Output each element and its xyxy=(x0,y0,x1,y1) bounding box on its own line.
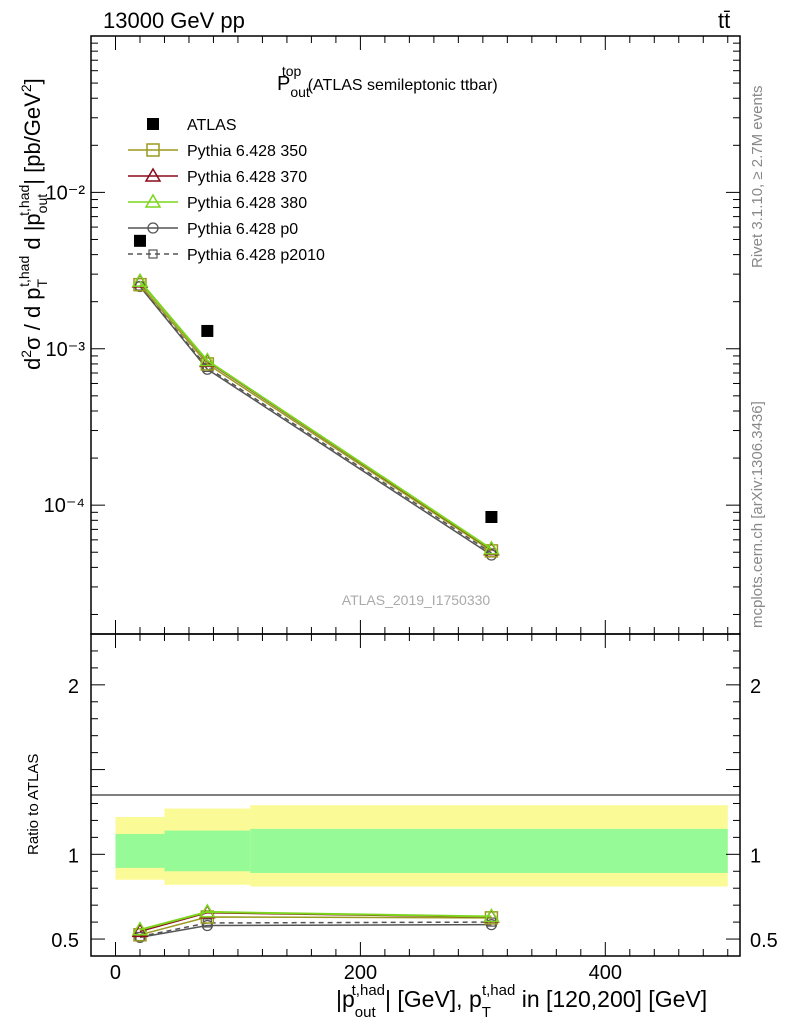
rivet-label: Rivet 3.1.10, ≥ 2.7M events xyxy=(749,86,766,269)
main-point-p380 xyxy=(131,272,149,288)
svg-text:d2σ / d pTt,had d |poutt,had|: d2σ / d pTt,had d |poutt,had| [pb/GeV2] xyxy=(16,78,50,370)
ratio-point-p0 xyxy=(485,918,498,931)
legend-label-data: ATLAS xyxy=(187,117,237,134)
ratio-series-group xyxy=(131,903,500,944)
ratio-point-p0 xyxy=(201,919,213,932)
ratio-point-p0 xyxy=(134,931,146,944)
main-point-p380 xyxy=(199,352,216,367)
main-y-tick-label: 10⁻⁴ xyxy=(44,495,85,517)
ratio-line-p380 xyxy=(139,910,492,931)
ratio-y-axis-label: Ratio to ATLAS xyxy=(25,754,42,855)
main-line-p350 xyxy=(139,284,492,552)
main-y-tick-label: 10⁻³ xyxy=(46,339,86,361)
legend-label-p380: Pythia 6.428 380 xyxy=(187,195,307,212)
legend-label-p350: Pythia 6.428 350 xyxy=(187,143,307,160)
header-process: tt̄ xyxy=(718,8,730,33)
band-inner-0 xyxy=(115,833,165,868)
x-tick-label: 400 xyxy=(589,962,622,984)
ratio-point-p380 xyxy=(199,903,216,918)
ratio-y-tick-label-right: 1 xyxy=(750,845,761,867)
legend-marker-p370 xyxy=(144,167,162,182)
main-y-tick-label: 10⁻² xyxy=(46,182,86,204)
legend-marker-data xyxy=(147,118,159,130)
main-line-p370 xyxy=(139,281,492,551)
ratio-line-p0 xyxy=(139,923,492,939)
main-point-data xyxy=(133,234,146,247)
legend-label-p2010: Pythia 6.428 p2010 xyxy=(187,247,325,264)
x-axis-label: |poutt,had| [GeV], pTt,had in [120,200] … xyxy=(336,982,707,1021)
plot-title: Pout top (ATLAS semileptonic ttbar) xyxy=(277,63,498,100)
header-energy: 13000 GeV pp xyxy=(103,8,245,33)
ratio-y-tick-label-right: 2 xyxy=(750,676,761,698)
main-y-axis-label: d2σ / d pTt,had d |poutt,had| [pb/GeV2] xyxy=(16,78,50,370)
main-series-group xyxy=(131,234,500,561)
ratio-uncertainty-bands xyxy=(115,805,728,887)
mcplots-label: mcplots.cern.ch [arXiv:1306.3436] xyxy=(749,401,766,628)
main-axis-ticks: 10⁻⁴ 10⁻³ 10⁻² xyxy=(44,35,740,634)
legend: ATLAS Pythia 6.428 350 Pythia 6.428 370 Pyt… xyxy=(128,117,325,264)
ratio-y-tick-label: 1 xyxy=(68,845,79,867)
ratio-point-p380 xyxy=(131,921,149,936)
main-line-p380 xyxy=(139,280,492,550)
band-inner-1 xyxy=(164,830,251,872)
ratio-y-tick-label: 2 xyxy=(68,676,79,698)
ratio-y-tick-label: 0.5 xyxy=(51,930,79,952)
main-point-p380 xyxy=(483,540,500,555)
ratio-point-p350 xyxy=(484,911,499,925)
band-inner-2 xyxy=(250,828,728,873)
main-point-data xyxy=(201,324,214,337)
plot-title-rest: (ATLAS semileptonic ttbar) xyxy=(303,77,497,94)
ratio-point-p380 xyxy=(483,908,500,923)
ratio-axis-ticks: 0.5 0.5 1 1 2 2 0 200 400 xyxy=(51,634,778,984)
legend-marker-p350 xyxy=(146,143,160,157)
analysis-id: ATLAS_2019_I1750330 xyxy=(342,592,491,608)
legend-marker-p0 xyxy=(147,222,159,234)
ratio-y-tick-label-right: 0.5 xyxy=(750,930,778,952)
plot-title-sup: top xyxy=(282,63,302,79)
main-point-data xyxy=(485,510,498,523)
legend-label-p370: Pythia 6.428 370 xyxy=(187,169,307,186)
legend-marker-p380 xyxy=(144,193,162,208)
x-tick-label: 0 xyxy=(110,962,121,984)
ratio-line-p2010 xyxy=(139,921,492,938)
legend-marker-p2010 xyxy=(148,249,158,259)
plot-title-main: P xyxy=(277,73,290,95)
plot-title-sub: out xyxy=(290,84,310,100)
x-tick-label: 200 xyxy=(344,962,377,984)
ratio-point-p370 xyxy=(131,922,149,938)
legend-label-p0: Pythia 6.428 p0 xyxy=(187,221,298,238)
